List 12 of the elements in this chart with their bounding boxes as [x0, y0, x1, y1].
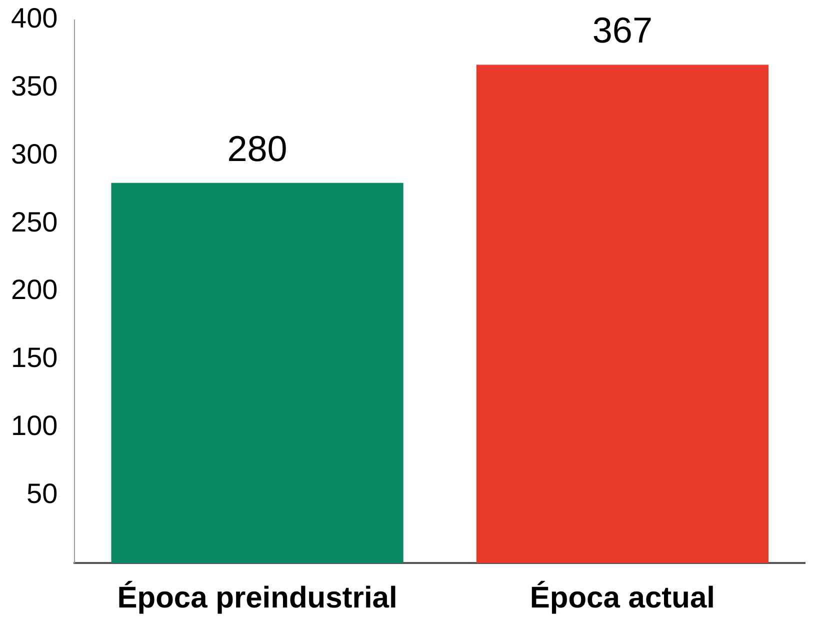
- y-tick-label: 100: [11, 410, 58, 441]
- y-tick-label: 300: [11, 138, 58, 170]
- x-tick-label: Época actual: [530, 580, 715, 614]
- y-tick-label: 150: [11, 342, 58, 374]
- x-tick-label: Época preindustrial: [117, 580, 398, 614]
- y-tick-label: 250: [11, 206, 58, 238]
- y-tick-label: 350: [11, 70, 58, 102]
- y-tick-label: 50: [26, 478, 58, 509]
- y-tick-label: 200: [11, 274, 58, 306]
- data-label: 280: [227, 128, 288, 169]
- y-tick-label: 400: [11, 2, 58, 34]
- data-label: 367: [592, 10, 652, 51]
